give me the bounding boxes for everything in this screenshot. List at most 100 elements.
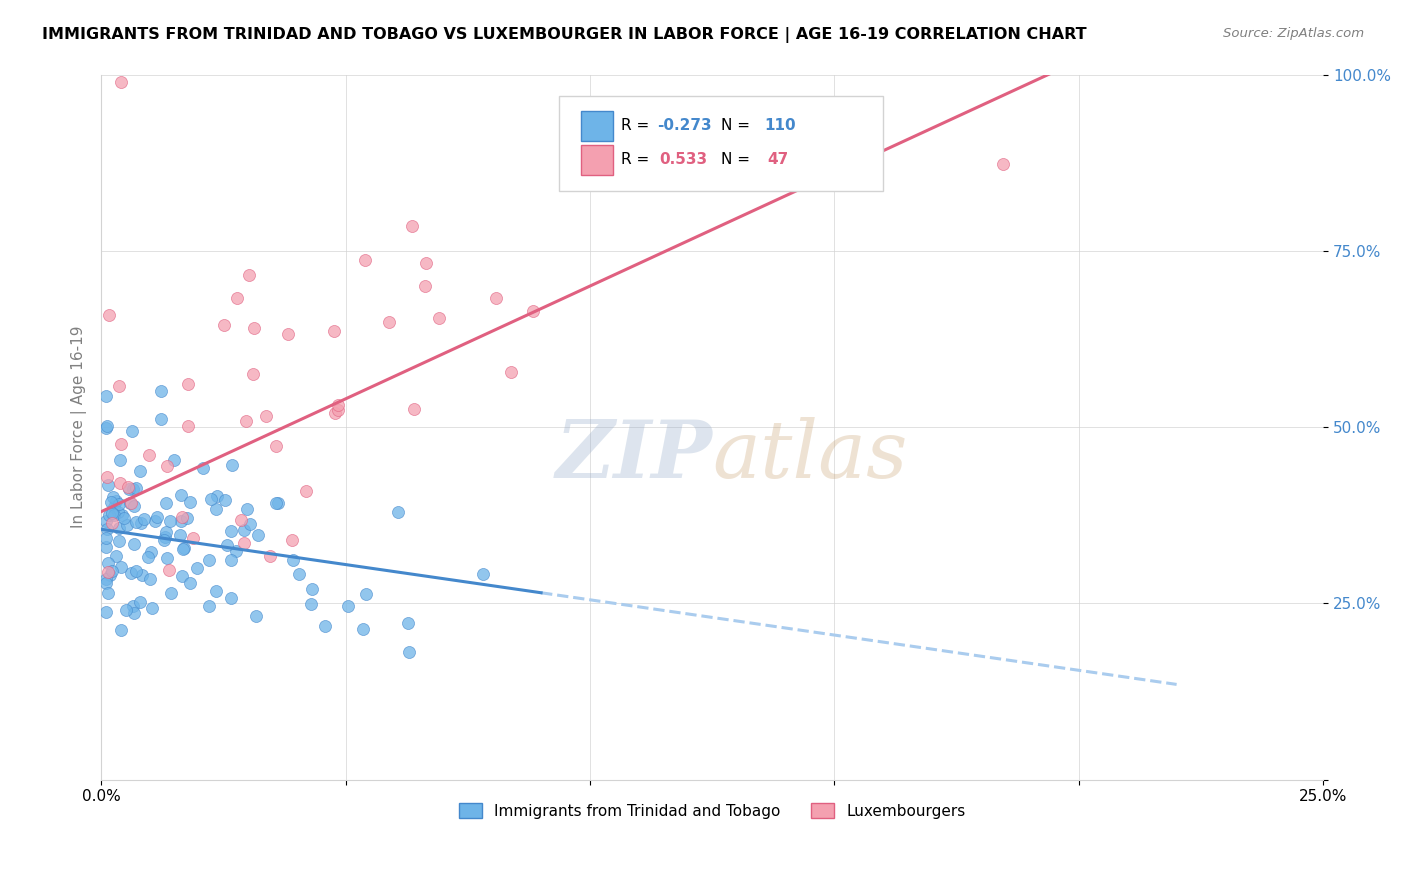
- Point: [131, 568, 153, 582]
- Point: [354, 587, 377, 601]
- Point: [108, 497, 131, 511]
- Point: [98, 508, 121, 522]
- Point: [628, 163, 651, 178]
- Point: [326, 398, 349, 412]
- FancyBboxPatch shape: [582, 145, 613, 175]
- Point: [138, 449, 160, 463]
- Point: [352, 622, 374, 636]
- Point: [94, 572, 117, 586]
- Point: [97, 308, 120, 322]
- Point: [170, 509, 193, 524]
- Point: [169, 528, 191, 542]
- Point: [152, 533, 174, 547]
- Point: [94, 421, 117, 435]
- Point: [111, 508, 134, 523]
- Point: [221, 524, 243, 538]
- Point: [522, 303, 544, 318]
- Point: [98, 568, 121, 582]
- Point: [173, 541, 195, 555]
- Point: [118, 482, 141, 496]
- Point: [170, 514, 193, 528]
- Text: R =: R =: [620, 119, 654, 134]
- Point: [100, 516, 122, 530]
- Point: [153, 530, 176, 544]
- Point: [299, 597, 322, 611]
- Text: N =: N =: [721, 119, 755, 134]
- Point: [323, 324, 346, 338]
- Point: [107, 521, 129, 535]
- Point: [150, 384, 173, 399]
- Point: [277, 327, 299, 342]
- Text: R =: R =: [620, 153, 658, 168]
- Point: [97, 586, 120, 600]
- Point: [267, 495, 290, 509]
- Text: ZIP: ZIP: [555, 417, 713, 494]
- Point: [94, 532, 117, 546]
- Point: [991, 157, 1014, 171]
- Point: [101, 564, 124, 578]
- Point: [97, 556, 120, 570]
- Point: [129, 595, 152, 609]
- Point: [143, 514, 166, 528]
- Point: [170, 568, 193, 582]
- Text: Source: ZipAtlas.com: Source: ZipAtlas.com: [1223, 27, 1364, 40]
- Point: [156, 458, 179, 473]
- Point: [231, 513, 253, 527]
- Legend: Immigrants from Trinidad and Tobago, Luxembourgers: Immigrants from Trinidad and Tobago, Lux…: [453, 797, 972, 825]
- Point: [568, 167, 591, 181]
- Point: [404, 401, 426, 416]
- Point: [179, 576, 201, 591]
- FancyBboxPatch shape: [560, 95, 883, 191]
- Point: [103, 508, 125, 522]
- Point: [398, 616, 420, 631]
- Point: [288, 567, 311, 582]
- Point: [96, 419, 118, 434]
- Point: [155, 551, 177, 566]
- Point: [110, 74, 132, 88]
- Point: [212, 318, 235, 333]
- Point: [100, 495, 122, 509]
- Point: [214, 493, 236, 508]
- Point: [176, 510, 198, 524]
- Y-axis label: In Labor Force | Age 16-19: In Labor Force | Age 16-19: [72, 326, 87, 528]
- Point: [103, 500, 125, 514]
- Text: 110: 110: [765, 119, 796, 134]
- Point: [295, 483, 318, 498]
- Point: [186, 560, 208, 574]
- Point: [105, 494, 128, 508]
- Point: [413, 279, 436, 293]
- Point: [226, 292, 249, 306]
- Point: [157, 563, 180, 577]
- Point: [101, 506, 124, 520]
- Point: [94, 389, 117, 403]
- Point: [155, 496, 177, 510]
- Point: [110, 452, 132, 467]
- Point: [159, 586, 181, 600]
- Point: [124, 499, 146, 513]
- Point: [139, 545, 162, 559]
- Point: [155, 525, 177, 540]
- Point: [96, 515, 118, 529]
- Point: [323, 406, 346, 420]
- Point: [485, 291, 508, 305]
- Point: [122, 599, 145, 613]
- Point: [179, 495, 201, 509]
- Point: [200, 492, 222, 507]
- Point: [136, 549, 159, 564]
- Point: [301, 582, 323, 597]
- Point: [129, 516, 152, 530]
- Text: 0.533: 0.533: [659, 153, 707, 168]
- Point: [264, 439, 287, 453]
- Point: [172, 541, 194, 556]
- Point: [177, 418, 200, 433]
- Point: [471, 566, 494, 581]
- Point: [94, 605, 117, 619]
- Point: [125, 515, 148, 529]
- Point: [101, 490, 124, 504]
- Point: [219, 553, 242, 567]
- Point: [242, 367, 264, 381]
- Point: [122, 537, 145, 551]
- Point: [377, 315, 399, 329]
- Point: [97, 478, 120, 492]
- Point: [191, 460, 214, 475]
